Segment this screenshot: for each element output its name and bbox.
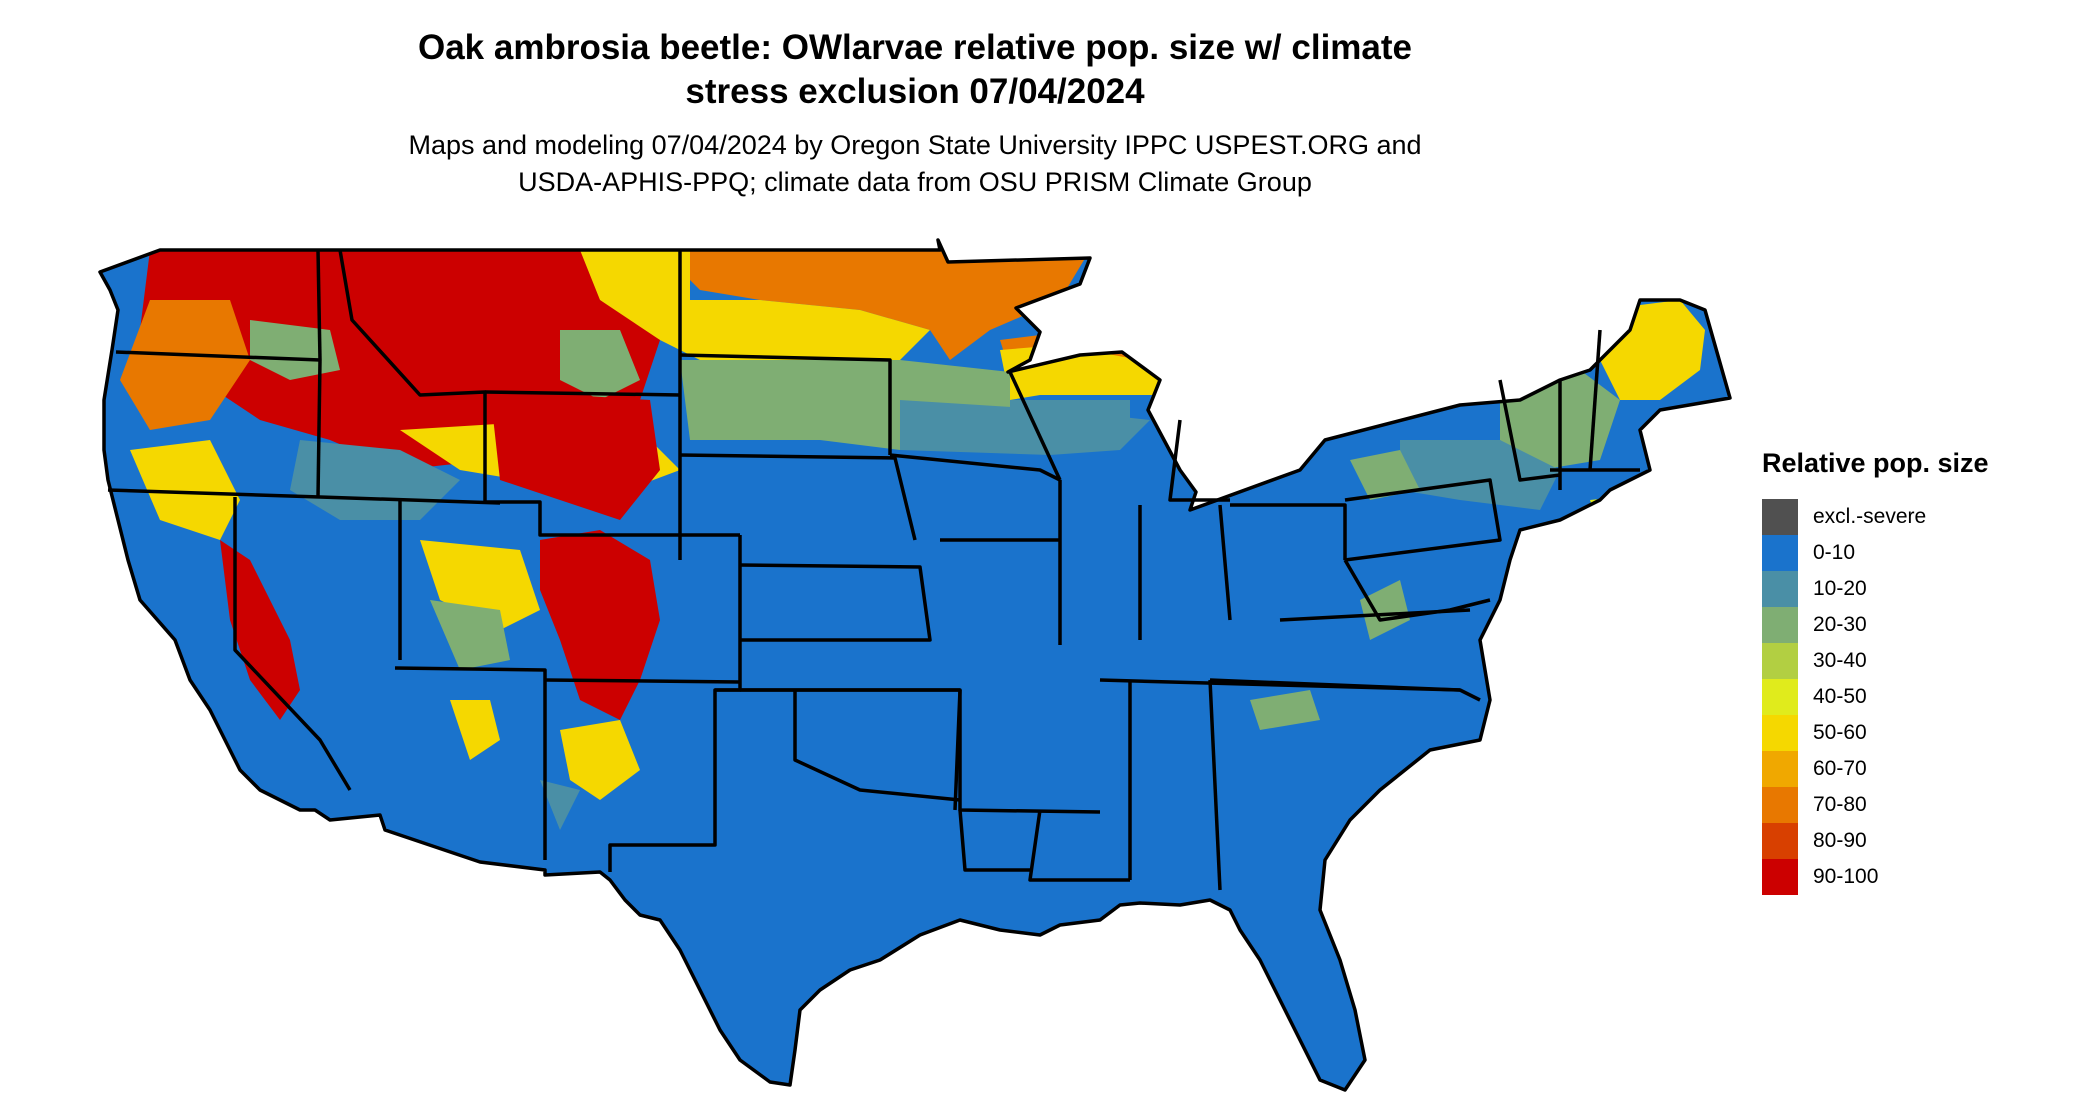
state-border [485,500,740,537]
map-title-line2: stress exclusion 07/04/2024 [685,72,1145,111]
state-border [679,353,892,455]
map-zone [560,330,640,400]
legend-label: 40-50 [1813,685,1867,708]
map-zone [540,780,580,830]
state-border [544,678,741,684]
legend-item: 20-30 [1762,607,1989,643]
map-zone [1360,580,1410,640]
state-border [793,690,961,802]
map-zone [1010,400,1130,440]
state-border [889,453,1061,482]
legend-swatch [1762,859,1798,895]
legend-item: 10-20 [1762,571,1989,607]
legend-items: excl.-severe 0-10 10-20 20-30 30-40 40-50 50-6… [1762,499,1989,895]
legend-label: 20-30 [1813,613,1867,636]
state-border [316,249,322,361]
state-border [316,359,322,498]
state-border [1099,678,1461,692]
legend-swatch [1762,643,1798,679]
map-zone [660,250,1090,360]
legend-label: 10-20 [1813,577,1867,600]
map-subtitle: Maps and modeling 07/04/2024 by Oregon S… [200,127,1630,201]
legend-label: 30-40 [1813,649,1867,672]
data-raster-zones [120,250,1705,830]
legend-label: 90-100 [1813,865,1879,888]
legend-item: 50-60 [1762,715,1989,751]
legend-item: 80-90 [1762,823,1989,859]
map-zone [1180,385,1260,470]
map-zone [540,530,660,720]
legend-label: 50-60 [1813,721,1867,744]
state-border [394,666,547,860]
legend-swatch [1762,787,1798,823]
map-zone [1250,690,1320,730]
map-zone [120,300,250,430]
legend-label: 80-90 [1813,829,1867,852]
legend-swatch [1762,607,1798,643]
legend-swatch [1762,499,1798,535]
legend-label: 0-10 [1813,541,1856,564]
state-border [338,249,487,502]
map-zone [430,600,510,670]
state-border [958,809,1030,872]
state-border [679,453,917,541]
state-border [1168,419,1230,502]
legend-item: 40-50 [1762,679,1989,715]
legend-item: 30-40 [1762,643,1989,679]
state-border [1218,504,1232,621]
state-border [1208,679,1222,891]
state-border [484,390,681,397]
map-title: Oak ambrosia beetle: OWlarvae relative p… [200,26,1630,114]
map-title-line1: Oak ambrosia beetle: OWlarvae relative p… [417,28,1412,67]
legend-swatch [1762,571,1798,607]
state-border [115,350,321,362]
map-zone [560,250,930,370]
map-subtitle-line2: USDA-APHIS-PPQ; climate data from OSU PR… [518,167,1312,197]
map-zone [420,540,540,630]
map-zone [130,440,240,540]
map-zone [1350,450,1420,500]
state-border [107,488,501,505]
legend-item: 60-70 [1762,751,1989,787]
map-subtitle-line1: Maps and modeling 07/04/2024 by Oregon S… [408,130,1422,160]
state-border [739,563,932,642]
legend-swatch [1762,535,1798,571]
state-border [1344,478,1502,562]
legend-label: 70-80 [1813,793,1867,816]
map-zone [490,390,660,520]
legend-item: 90-100 [1762,859,1989,895]
state-border [1279,608,1471,622]
state-border [1343,559,1491,622]
map-zone [1400,440,1560,510]
legend-item: 0-10 [1762,535,1989,571]
legend-title: Relative pop. size [1762,448,1989,478]
state-border [1498,379,1561,482]
state-border [1028,809,1130,882]
state-border [233,497,352,791]
legend-swatch [1762,751,1798,787]
state-border [1008,371,1062,481]
legend-swatch [1762,823,1798,859]
legend: Relative pop. size excl.-severe 0-10 10-20… [1762,448,1989,895]
map-zone [560,720,640,800]
legend-item: excl.-severe [1762,499,1989,535]
legend-label: 60-70 [1813,757,1867,780]
map-zone [220,540,300,720]
state-border [1588,329,1602,471]
state-border [1230,503,1347,560]
state-boundaries [98,238,1732,1092]
legend-swatch [1762,715,1798,751]
legend-label: excl.-severe [1813,505,1927,528]
map-zone [450,700,500,760]
legend-item: 70-80 [1762,787,1989,823]
map-zone [250,320,340,380]
state-border [608,535,742,872]
legend-swatch [1762,679,1798,715]
